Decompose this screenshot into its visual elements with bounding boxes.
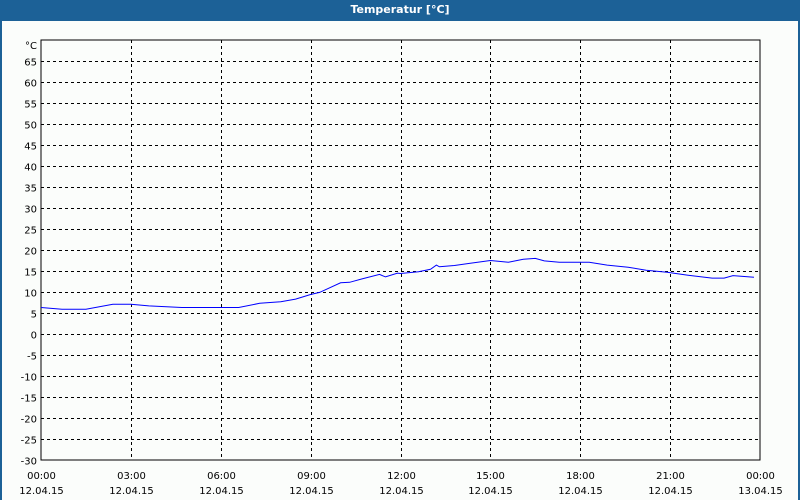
x-tick-date: 12.04.15 (468, 486, 513, 497)
y-tick-label: -5 (27, 352, 37, 363)
y-tick-label: 35 (24, 184, 37, 195)
y-tick-label: 25 (24, 226, 37, 237)
x-tick-time: 15:00 (476, 471, 505, 482)
y-tick-label: 55 (24, 100, 37, 111)
x-tick-date: 13.04.15 (738, 486, 783, 497)
y-tick-label: -10 (21, 373, 37, 384)
temperature-series-line (40, 257, 755, 310)
x-tick-date: 12.04.15 (648, 486, 693, 497)
y-tick-label: 30 (24, 205, 37, 216)
x-tick-time: 18:00 (566, 471, 595, 482)
x-tick-date: 12.04.15 (289, 486, 334, 497)
chart-panel (2, 21, 798, 500)
y-tick-label: 40 (24, 163, 37, 174)
x-tick-time: 12:00 (387, 471, 416, 482)
x-tick-time: 09:00 (297, 471, 326, 482)
x-tick-time: 03:00 (117, 471, 146, 482)
x-tick-date: 12.04.15 (109, 486, 154, 497)
x-tick-time: 21:00 (656, 471, 685, 482)
x-tick-date: 12.04.15 (558, 486, 603, 497)
window-title: Temperatur [°C] (350, 3, 450, 16)
y-tick-label: 65 (24, 58, 37, 69)
y-tick-label: -30 (21, 457, 37, 468)
y-tick-label: 45 (24, 142, 37, 153)
y-tick-label: 0 (31, 331, 37, 342)
y-tick-label: 5 (31, 310, 37, 321)
y-tick-label: -25 (21, 436, 37, 447)
y-tick-label: 20 (24, 247, 37, 258)
x-tick-date: 12.04.15 (379, 486, 424, 497)
plot-frame (40, 39, 761, 461)
x-tick-time: 06:00 (207, 471, 236, 482)
y-tick-label: 60 (24, 79, 37, 90)
x-tick-date: 12.04.15 (19, 486, 64, 497)
y-tick-label: 50 (24, 121, 37, 132)
y-tick-label: -15 (21, 394, 37, 405)
x-tick-time: 00:00 (27, 471, 56, 482)
y-axis-unit: °C (25, 41, 37, 52)
y-tick-label: 15 (24, 268, 37, 279)
x-tick-time: 00:00 (746, 471, 775, 482)
y-tick-label: -20 (21, 415, 37, 426)
y-tick-label: 10 (24, 289, 37, 300)
x-tick-date: 12.04.15 (199, 486, 244, 497)
